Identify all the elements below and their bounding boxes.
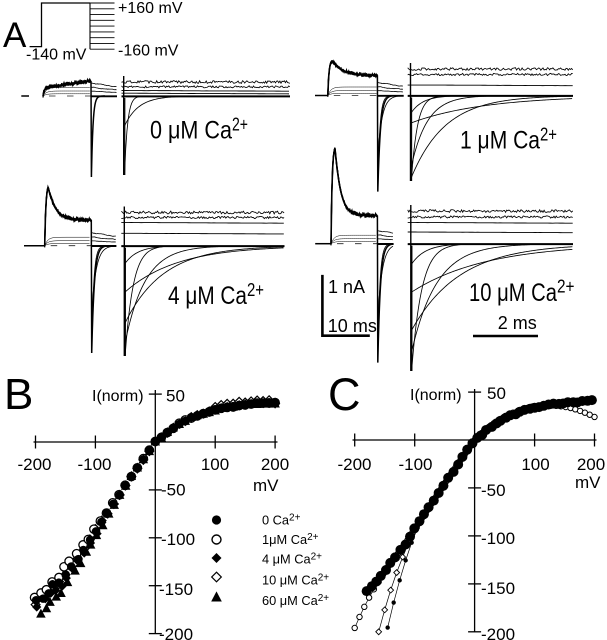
svg-text:60 μM Ca2+: 60 μM Ca2+ (262, 593, 329, 608)
svg-text:-200: -200 (159, 625, 193, 640)
svg-text:-200: -200 (17, 455, 51, 474)
svg-text:-100: -100 (77, 455, 111, 474)
svg-text:mV: mV (253, 476, 279, 495)
svg-text:1μM Ca2+: 1μM Ca2+ (262, 532, 319, 547)
svg-text:B: B (4, 370, 33, 419)
svg-text:C: C (328, 369, 361, 420)
svg-text:50: 50 (166, 387, 185, 406)
svg-text:100: 100 (521, 455, 549, 474)
svg-text:-150: -150 (481, 579, 515, 598)
svg-text:10 μM Ca2+: 10 μM Ca2+ (262, 573, 329, 588)
svg-text:-50: -50 (481, 481, 506, 500)
svg-text:4 μM Ca2+: 4 μM Ca2+ (168, 279, 264, 310)
svg-text:0 Ca2+: 0 Ca2+ (262, 513, 301, 528)
svg-text:200: 200 (577, 455, 605, 474)
svg-text:10 μM Ca2+: 10 μM Ca2+ (469, 276, 575, 307)
svg-text:A: A (3, 16, 27, 55)
svg-text:mV: mV (575, 473, 601, 492)
svg-text:50: 50 (487, 384, 506, 403)
svg-text:4 μM Ca2+: 4 μM Ca2+ (262, 552, 322, 567)
svg-text:2 ms: 2 ms (498, 313, 537, 333)
svg-text:I(norm): I(norm) (410, 387, 462, 404)
svg-text:1 nA: 1 nA (328, 277, 365, 297)
svg-text:-100: -100 (161, 530, 195, 549)
svg-text:-160 mV: -160 mV (118, 43, 179, 60)
svg-text:-100: -100 (481, 529, 515, 548)
svg-text:I(norm): I(norm) (92, 388, 144, 405)
svg-text:-50: -50 (161, 481, 186, 500)
svg-text:-200: -200 (337, 455, 371, 474)
svg-text:-200: -200 (481, 625, 515, 640)
svg-text:1 μM Ca2+: 1 μM Ca2+ (460, 123, 557, 154)
svg-text:-140 mV: -140 mV (26, 47, 87, 64)
svg-text:200: 200 (261, 455, 289, 474)
svg-text:10 ms: 10 ms (328, 316, 377, 336)
svg-text:100: 100 (201, 455, 229, 474)
svg-text:-100: -100 (398, 455, 432, 474)
svg-text:-150: -150 (159, 580, 193, 599)
svg-text:+160 mV: +160 mV (118, 0, 183, 17)
svg-text:0 μM Ca2+: 0 μM Ca2+ (150, 113, 248, 144)
